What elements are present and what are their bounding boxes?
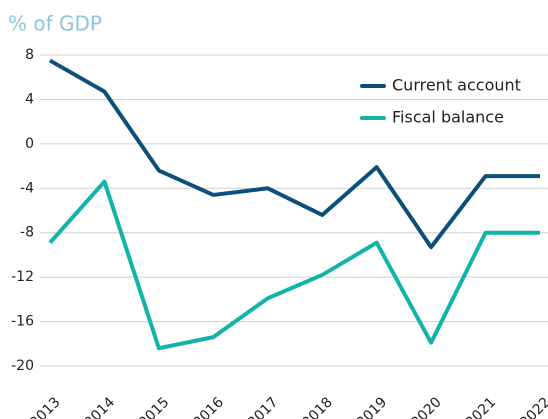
y-tick-label: -20 bbox=[11, 358, 34, 374]
x-tick-label: 2018 bbox=[299, 394, 336, 419]
x-tick-label: 2020 bbox=[408, 394, 445, 419]
legend-label: Current account bbox=[392, 76, 521, 95]
line-series bbox=[48, 179, 540, 351]
x-tick-label: 2014 bbox=[82, 394, 119, 419]
legend-label: Fiscal balance bbox=[392, 108, 504, 127]
x-tick-label: 2016 bbox=[190, 394, 227, 419]
x-tick-label: 2017 bbox=[245, 394, 282, 419]
chart-title: % of GDP bbox=[8, 12, 102, 36]
x-tick-label: 2021 bbox=[463, 394, 500, 419]
y-tick-label: 4 bbox=[25, 91, 34, 107]
y-tick-label: -4 bbox=[20, 180, 34, 196]
y-tick-label: -8 bbox=[20, 225, 34, 241]
line-series bbox=[49, 58, 540, 250]
x-tick-label: 2019 bbox=[354, 394, 391, 419]
x-tick-label: 2013 bbox=[27, 394, 64, 419]
x-tick-label: 2022 bbox=[517, 394, 548, 419]
y-tick-label: 0 bbox=[25, 136, 34, 152]
y-tick-label: -16 bbox=[11, 314, 34, 330]
y-tick-label: 8 bbox=[25, 47, 34, 63]
x-tick-label: 2015 bbox=[136, 394, 173, 419]
y-tick-label: -12 bbox=[11, 269, 34, 285]
